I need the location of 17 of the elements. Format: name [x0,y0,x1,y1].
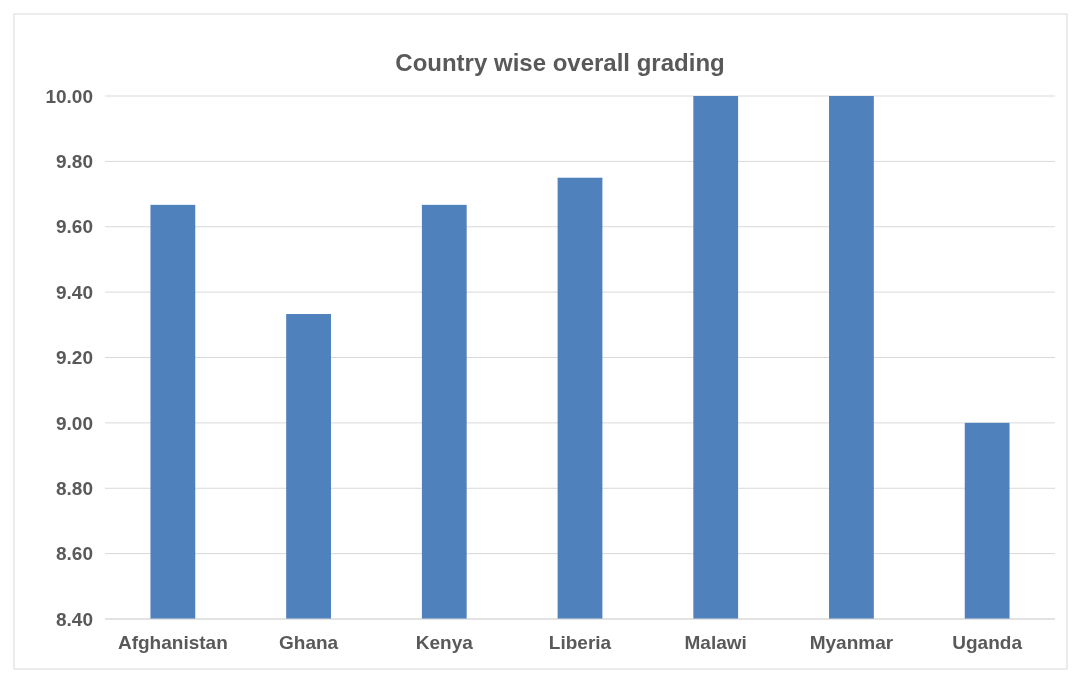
y-tick-label: 8.40 [56,608,93,630]
y-tick-label: 9.20 [56,347,93,369]
x-tick-label: Uganda [952,632,1023,653]
y-tick-label: 9.60 [56,216,93,238]
y-tick-label: 9.00 [56,412,93,434]
y-tick-label: 10.00 [45,85,93,107]
y-tick-label: 9.80 [56,151,93,173]
x-tick-label: Liberia [548,632,612,653]
x-tick-label: Malawi [684,632,747,653]
x-tick-label: Afghanistan [117,632,228,653]
y-tick-label: 8.80 [56,477,93,499]
x-tick-label: Ghana [279,632,339,653]
y-tick-label: 8.60 [56,543,93,565]
y-tick-label: 9.40 [56,281,93,303]
chart-title: Country wise overall grading [395,49,725,76]
x-tick-label: Kenya [415,632,474,653]
x-tick-label: Myanmar [809,632,894,653]
